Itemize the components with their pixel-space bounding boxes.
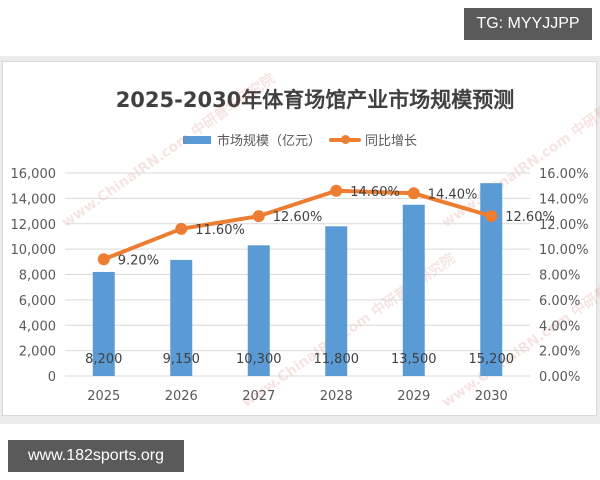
bar-data-label: 11,800 [314, 352, 360, 367]
bar-data-label: 9,150 [163, 352, 200, 367]
x-axis-tick-label: 2028 [320, 389, 353, 404]
line-marker [407, 187, 420, 200]
bar [402, 204, 425, 376]
right-axis-tick-label: 10.00% [539, 243, 589, 258]
left-axis-tick-label: 10,000 [11, 243, 57, 258]
x-axis-ticks: 2025 2026 2027 2028 2029 2030 [87, 389, 508, 404]
x-axis-tick-label: 2025 [87, 389, 120, 404]
chart-legend: 市场规模（亿元） 同比增长 [0, 130, 600, 149]
legend-item-yoy-growth: 同比增长 [329, 130, 417, 149]
bar [325, 226, 348, 376]
line-marker [330, 184, 343, 197]
right-axis-tick-label: 12.00% [539, 218, 589, 233]
left-axis-tick-label: 14,000 [11, 192, 57, 207]
right-axis-tick-label: 14.00% [539, 192, 589, 207]
bar [92, 271, 115, 376]
legend-label-yoy-growth: 同比增长 [365, 134, 418, 149]
bar-data-label: 10,300 [236, 352, 282, 367]
line-data-labels: 9.20% 11.60% 12.60% 14.60% 14.40% 12.60% [118, 185, 555, 269]
bar [170, 259, 193, 376]
right-axis-tick-label: 16.00% [539, 167, 589, 182]
line-marker [252, 210, 265, 223]
line-data-label: 14.40% [428, 187, 478, 202]
bar-swatch-icon [182, 135, 211, 144]
right-axis-ticks: 0.00% 2.00% 4.00% 6.00% 8.00% 10.00% 12.00% 14.… [539, 167, 589, 385]
bar [480, 183, 503, 376]
line-data-label: 12.60% [505, 210, 555, 225]
bar-data-labels: 8,200 9,150 10,300 11,800 13,500 15,200 [85, 352, 514, 367]
gridlines [65, 172, 530, 377]
left-axis-ticks: 0 2,000 4,000 6,000 8,000 10,000 12,000 14,000 1… [11, 167, 57, 385]
line-data-label: 9.20% [118, 253, 159, 268]
right-axis-tick-label: 6.00% [539, 294, 580, 309]
line-marker [485, 210, 498, 223]
left-axis-tick-label: 6,000 [19, 294, 56, 309]
line-marker [175, 222, 188, 235]
legend-label-market-size: 市场规模（亿元） [216, 134, 321, 149]
left-axis-tick-label: 0 [48, 370, 56, 385]
x-axis-tick-label: 2030 [475, 389, 508, 404]
bar-data-label: 13,500 [391, 352, 437, 367]
x-axis-tick-label: 2029 [397, 389, 430, 404]
right-axis-tick-label: 4.00% [539, 319, 580, 334]
right-axis-tick-label: 2.00% [539, 345, 580, 360]
legend-item-market-size: 市场规模（亿元） [182, 130, 321, 149]
left-axis-tick-label: 4,000 [19, 319, 56, 334]
growth-line [103, 188, 492, 262]
chart-title: 2025-2030年体育场馆产业市场规模预测 [0, 84, 600, 114]
x-axis-tick-label: 2027 [242, 389, 275, 404]
bar-series [92, 183, 503, 376]
right-axis-tick-label: 0.00% [539, 370, 580, 385]
left-axis-tick-label: 8,000 [19, 269, 56, 284]
left-axis-tick-label: 16,000 [11, 167, 57, 182]
line-data-label: 14.60% [350, 185, 400, 200]
bar [247, 245, 270, 376]
line-data-label: 11.60% [195, 223, 245, 238]
right-axis-tick-label: 8.00% [539, 269, 580, 284]
line-marker [97, 253, 110, 266]
bar-data-label: 8,200 [85, 352, 122, 367]
line-series [97, 184, 498, 266]
left-axis-tick-label: 12,000 [11, 218, 57, 233]
line-data-label: 12.60% [273, 210, 323, 225]
chart-title-text: 2025-2030年体育场馆产业市场规模预测 [115, 88, 515, 112]
x-axis-tick-label: 2026 [165, 389, 198, 404]
line-marker-swatch-icon [329, 134, 361, 145]
bar-data-label: 15,200 [469, 352, 515, 367]
website-badge: www.182sports.org [8, 440, 184, 472]
left-axis-tick-label: 2,000 [19, 345, 56, 360]
telegram-badge: TG: MYYJJPP [464, 8, 592, 40]
